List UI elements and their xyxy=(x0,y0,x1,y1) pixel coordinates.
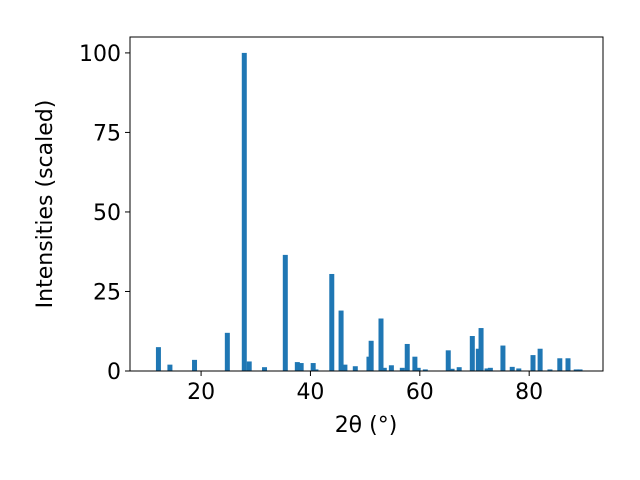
bar xyxy=(329,273,335,371)
bar xyxy=(381,367,387,371)
bar xyxy=(509,366,515,371)
bar xyxy=(484,368,490,371)
bar xyxy=(155,347,161,371)
bar xyxy=(547,369,553,371)
bar xyxy=(246,361,252,371)
x-tick-label: 20 xyxy=(187,380,215,405)
bar xyxy=(241,52,247,372)
y-axis-label: Intensities (scaled) xyxy=(33,100,58,309)
x-tick-label: 80 xyxy=(515,380,543,405)
bar xyxy=(445,350,451,371)
bar xyxy=(262,367,268,371)
bar xyxy=(537,348,543,371)
x-tick-label: 60 xyxy=(406,380,434,405)
bar xyxy=(475,348,481,371)
bar xyxy=(487,367,493,371)
bar xyxy=(530,355,536,371)
y-tick-label: 25 xyxy=(93,280,121,305)
bar xyxy=(516,368,522,371)
y-tick-label: 50 xyxy=(93,201,121,226)
bar xyxy=(310,363,316,371)
y-tick-label: 100 xyxy=(79,42,121,67)
bar xyxy=(422,369,428,371)
bar xyxy=(378,318,384,371)
plot-frame xyxy=(129,36,604,372)
bar xyxy=(342,364,348,371)
bar xyxy=(368,340,374,371)
bar xyxy=(282,254,288,371)
y-tick-label: 75 xyxy=(93,121,121,146)
bar xyxy=(565,358,571,371)
bar xyxy=(294,362,300,371)
bar xyxy=(352,366,358,371)
bar xyxy=(399,367,405,371)
bar xyxy=(338,310,344,371)
bar xyxy=(388,365,394,371)
x-tick-label: 40 xyxy=(296,380,324,405)
bar xyxy=(557,358,563,371)
y-tick-label: 0 xyxy=(107,360,121,385)
bar xyxy=(192,359,198,371)
bar xyxy=(449,368,455,371)
bar xyxy=(500,345,506,371)
bar xyxy=(577,369,583,371)
bar xyxy=(415,367,421,371)
x-axis-label: 2θ (°) xyxy=(335,413,398,438)
bar xyxy=(573,369,579,371)
bar xyxy=(412,356,418,371)
bar xyxy=(167,364,173,371)
bar xyxy=(478,328,484,371)
bar xyxy=(224,332,230,371)
bar xyxy=(456,367,462,371)
bar xyxy=(313,369,319,371)
bar xyxy=(298,363,304,371)
bar xyxy=(469,336,475,371)
bar xyxy=(404,343,410,371)
